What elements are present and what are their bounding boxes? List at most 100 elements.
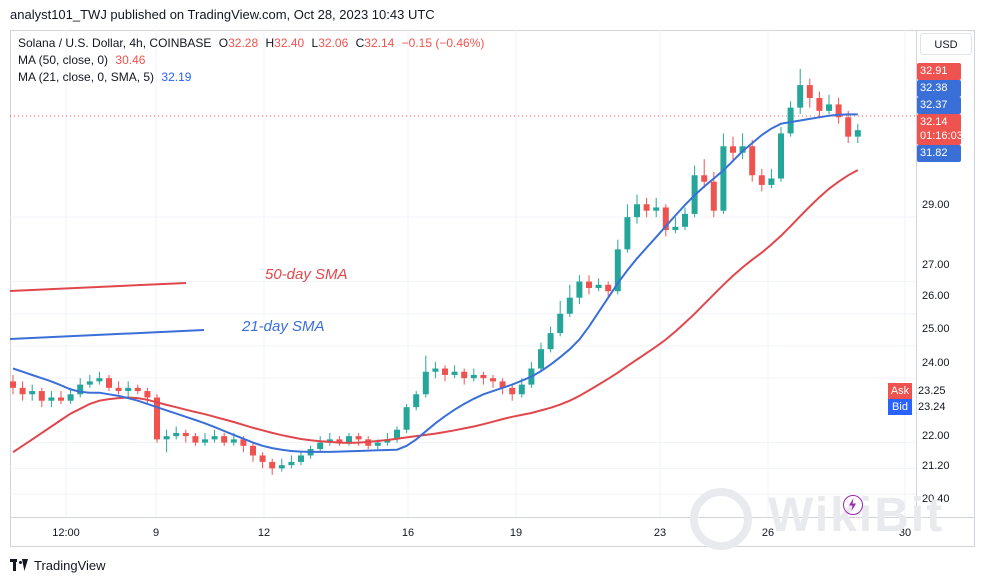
high-price-pill: 32.91 bbox=[917, 63, 961, 80]
candle-body bbox=[125, 388, 131, 391]
candle-body bbox=[720, 146, 726, 210]
symbol-title: Solana / U.S. Dollar, 4h, COINBASE bbox=[18, 36, 211, 50]
candle-body bbox=[749, 146, 755, 175]
footer-brand-text: TradingView bbox=[34, 558, 106, 573]
change-value: −0.15 (−0.46%) bbox=[402, 36, 485, 50]
price-tick: 25.00 bbox=[922, 323, 950, 335]
candle-body bbox=[68, 394, 74, 400]
candle-body bbox=[471, 375, 477, 378]
currency-button[interactable]: USD bbox=[920, 33, 972, 55]
candle-body bbox=[778, 133, 784, 178]
high-key: H bbox=[265, 36, 274, 50]
sma21-annotation-label: 21-day SMA bbox=[242, 318, 325, 335]
candle-body bbox=[288, 462, 294, 465]
candle-body bbox=[845, 117, 851, 136]
price-tick: 24.00 bbox=[922, 357, 950, 369]
ask-label: Ask bbox=[888, 383, 912, 399]
candle-body bbox=[356, 436, 362, 439]
candle-body bbox=[20, 388, 26, 394]
time-tick: 9 bbox=[153, 527, 159, 539]
candle-body bbox=[701, 175, 707, 181]
candle-body bbox=[269, 462, 275, 468]
candle-body bbox=[711, 182, 717, 211]
candle-timer-pill: 01:16:03 bbox=[917, 128, 961, 145]
ma50-label: MA (50, close, 0) bbox=[18, 53, 108, 67]
price-tick: 21.20 bbox=[922, 460, 950, 472]
legend-ma50-row[interactable]: MA (50, close, 0) 30.46 bbox=[18, 52, 484, 69]
legend-ohlc-row[interactable]: Solana / U.S. Dollar, 4h, COINBASE O32.2… bbox=[18, 35, 484, 52]
candle-body bbox=[672, 227, 678, 230]
candle-body bbox=[759, 175, 765, 185]
candle-body bbox=[586, 282, 592, 288]
published-text: analyst101_TWJ published on TradingView.… bbox=[10, 7, 435, 22]
candle-body bbox=[442, 369, 448, 375]
candle-body bbox=[96, 378, 102, 381]
candle-body bbox=[682, 214, 688, 227]
candle-body bbox=[480, 375, 486, 378]
candle-body bbox=[10, 381, 16, 387]
candle-body bbox=[768, 178, 774, 184]
candlestick-chart[interactable] bbox=[10, 30, 916, 517]
open-value: 32.28 bbox=[228, 36, 258, 50]
candle-body bbox=[807, 85, 813, 98]
candle-body bbox=[432, 369, 438, 372]
bid-value: 23.24 bbox=[912, 399, 960, 415]
ma21-series-line bbox=[13, 114, 858, 452]
candle-body bbox=[144, 391, 150, 397]
candle-body bbox=[192, 436, 198, 442]
candle-body bbox=[106, 378, 112, 388]
candle-body bbox=[87, 381, 93, 384]
candle-body bbox=[452, 372, 458, 375]
candle-body bbox=[164, 436, 170, 439]
candle-body bbox=[183, 433, 189, 436]
candle-body bbox=[567, 298, 573, 314]
candle-body bbox=[653, 207, 659, 210]
legend-ma21-row[interactable]: MA (21, close, 0, SMA, 5) 32.19 bbox=[18, 69, 484, 86]
candle-body bbox=[48, 397, 54, 400]
candle-body bbox=[538, 349, 544, 368]
candle-body bbox=[576, 282, 582, 298]
candle-body bbox=[423, 372, 429, 395]
ma21-label: MA (21, close, 0, SMA, 5) bbox=[18, 70, 154, 84]
candle-body bbox=[644, 204, 650, 210]
candle-body bbox=[250, 446, 256, 456]
candle-body bbox=[116, 388, 122, 391]
candle-body bbox=[260, 455, 266, 461]
ma50-value: 30.46 bbox=[115, 53, 145, 67]
ma21-price-pill: 32.38 bbox=[917, 80, 961, 97]
candle-body bbox=[298, 455, 304, 461]
candle-body bbox=[605, 285, 611, 291]
candle-body bbox=[596, 285, 602, 288]
time-tick: 12 bbox=[258, 527, 270, 539]
price-tick: 29.00 bbox=[922, 199, 950, 211]
candle-body bbox=[490, 378, 496, 381]
candle-body bbox=[413, 394, 419, 407]
close-value: 32.14 bbox=[364, 36, 394, 50]
candle-body bbox=[855, 130, 861, 136]
footer-branding[interactable]: TradingView bbox=[10, 555, 106, 575]
candle-body bbox=[634, 204, 640, 217]
candle-body bbox=[548, 333, 554, 349]
candle-body bbox=[29, 391, 35, 394]
candle-body bbox=[461, 372, 467, 378]
lightning-icon[interactable] bbox=[843, 495, 863, 515]
tradingview-logo-icon bbox=[10, 559, 28, 571]
price-tick: 27.00 bbox=[922, 259, 950, 271]
candle-body bbox=[212, 436, 218, 439]
ask-value: 23.25 bbox=[912, 383, 960, 399]
close-key: C bbox=[356, 36, 365, 50]
chart-legend: Solana / U.S. Dollar, 4h, COINBASE O32.2… bbox=[18, 35, 484, 86]
candle-body bbox=[58, 397, 64, 400]
low-value: 32.06 bbox=[318, 36, 348, 50]
candle-body bbox=[509, 388, 515, 394]
time-tick: 16 bbox=[402, 527, 414, 539]
candle-body bbox=[202, 439, 208, 442]
bid-row: Bid 23.24 bbox=[888, 399, 960, 415]
high-value: 32.40 bbox=[274, 36, 304, 50]
sma21-annotation-line bbox=[10, 330, 204, 339]
candle-body bbox=[317, 443, 323, 449]
price-tick: 22.00 bbox=[922, 430, 950, 442]
watermark-logo-icon bbox=[690, 488, 752, 550]
candle-body bbox=[788, 108, 794, 134]
ma50-series-line bbox=[13, 170, 858, 452]
